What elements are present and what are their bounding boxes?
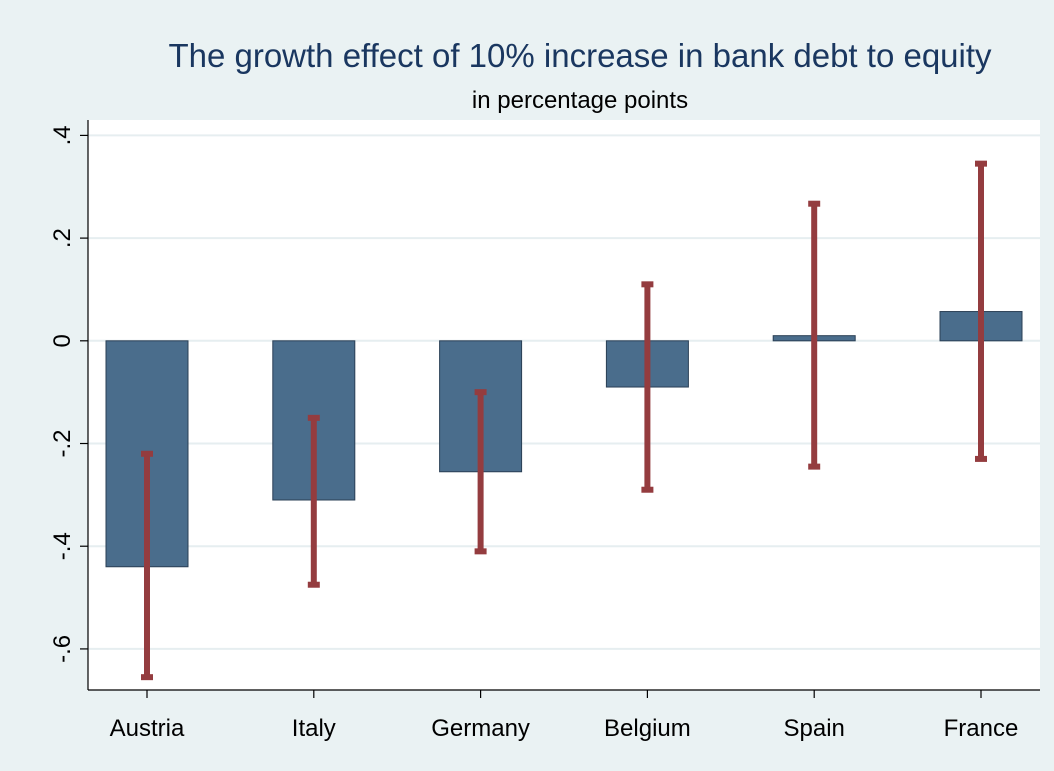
x-tick-label: Belgium xyxy=(604,715,691,742)
y-axis-ticks: -.6 -.4 -.2 0 .2 .4 xyxy=(49,125,88,663)
gridlines xyxy=(88,134,1040,650)
x-tick-label: France xyxy=(944,715,1019,742)
y-tick-label: -.6 xyxy=(49,635,76,663)
x-tick-label: Germany xyxy=(431,715,530,742)
y-tick-label: .2 xyxy=(49,228,76,248)
y-tick-label: -.2 xyxy=(49,430,76,458)
x-tick-label: Italy xyxy=(292,715,336,742)
y-tick-label: 0 xyxy=(49,334,76,347)
error-bars xyxy=(141,160,987,681)
x-axis-ticks: Austria Italy Germany Belgium Spain France xyxy=(110,690,1019,742)
x-tick-label: Austria xyxy=(110,715,185,742)
y-tick-label: -.4 xyxy=(49,532,76,560)
x-tick-label: Spain xyxy=(784,715,845,742)
chart-subtitle: in percentage points xyxy=(472,87,688,114)
bars xyxy=(105,311,1023,568)
y-tick-label: .4 xyxy=(49,125,76,145)
plot-area xyxy=(88,120,1040,690)
chart-title: The growth effect of 10% increase in ban… xyxy=(168,37,992,74)
